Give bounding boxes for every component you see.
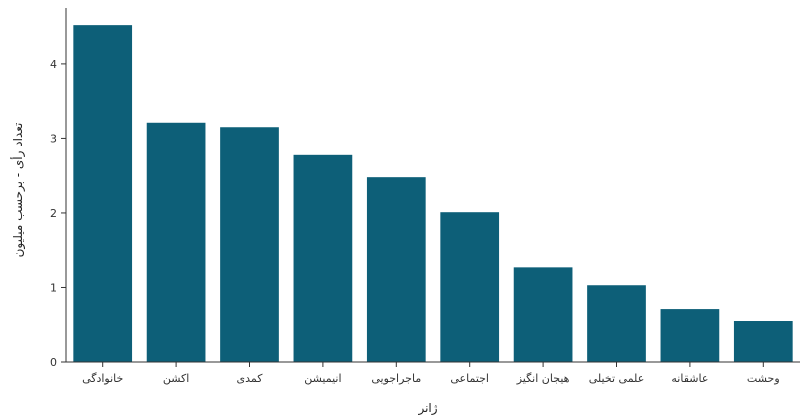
bar [220,127,279,363]
x-axis-title: ژانر [417,401,437,416]
bar [440,212,500,362]
y-tick-label: 1 [50,281,57,294]
bar [513,267,573,362]
bar [733,321,793,362]
x-tick-label: عاشقانه [671,372,708,385]
y-tick-label: 0 [50,356,57,369]
bar [366,177,426,362]
x-tick-label: هیجان انگیز [516,372,570,385]
y-axis: 0 1 2 3 4 [50,8,67,369]
y-tick-label: 4 [50,58,57,71]
x-tick-label: علمی تخیلی [589,372,645,385]
bar [587,285,646,362]
x-tick-label: ماجراجویی [371,372,421,385]
bar [293,154,353,362]
bar [146,122,206,362]
x-tick-label: اکشن [163,372,189,385]
bar [660,309,720,362]
x-axis: خانوادگی اکشن کمدی انیمیشن ماجراجویی اجتماعی ه… [66,361,800,385]
x-tick-label: اجتماعی [450,372,489,385]
y-tick-label: 2 [50,207,57,220]
bar [73,25,133,362]
x-tick-label: خانوادگی [82,372,123,385]
x-tick-label: وحشت [747,372,780,385]
y-tick-label: 3 [50,132,57,145]
x-tick-label: کمدی [237,372,264,385]
bars-group [73,25,793,363]
x-tick-label: انیمیشن [304,372,341,385]
y-axis-title: تعداد رأی - برحسب میلیون [10,123,26,258]
